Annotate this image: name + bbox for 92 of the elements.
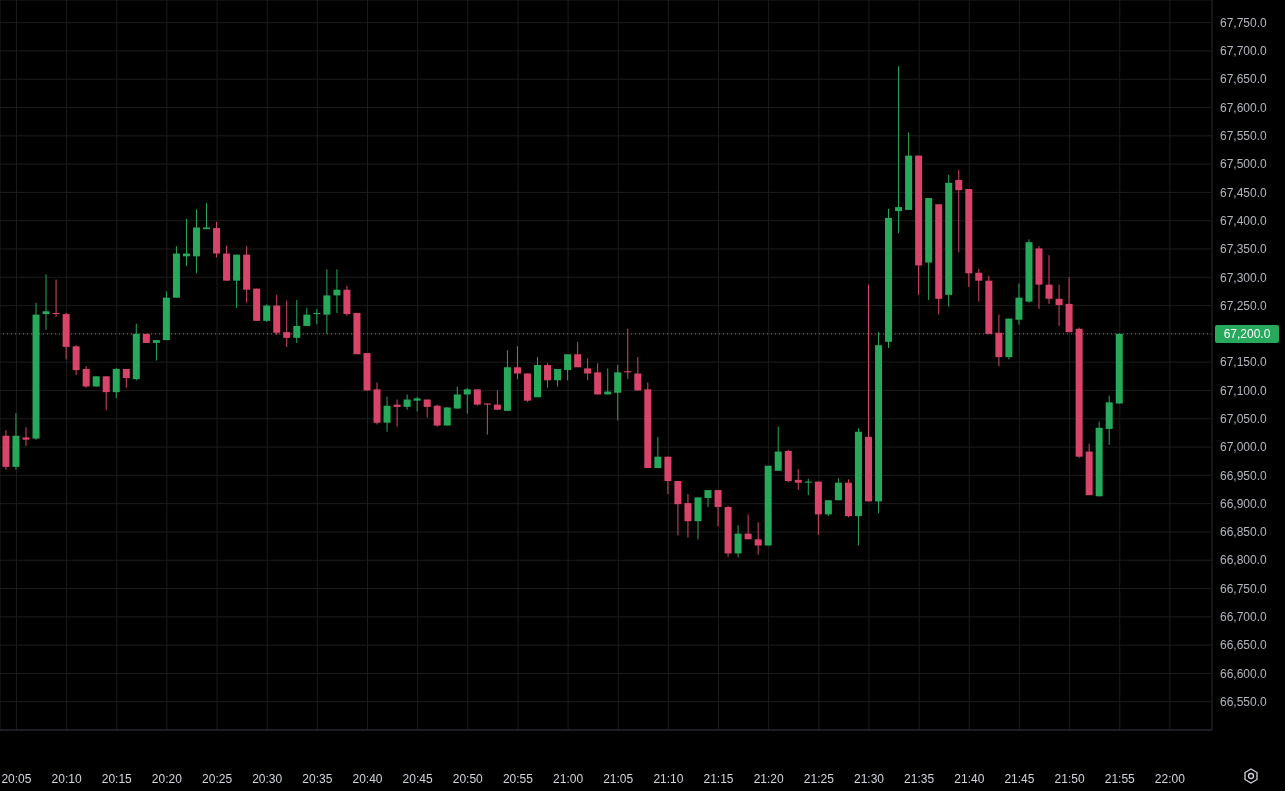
candlestick (22, 426, 30, 447)
y-tick-label: 67,000.0 (1220, 440, 1268, 455)
y-tick-label: 66,900.0 (1220, 496, 1268, 511)
candlestick (614, 364, 622, 421)
x-tick-label: 20:05 (1, 771, 32, 786)
x-tick-label: 21:55 (1104, 771, 1136, 786)
y-tick-label: 66,950.0 (1220, 468, 1268, 483)
candlestick (453, 386, 461, 410)
x-tick-label: 21:05 (603, 771, 634, 786)
x-tick-label: 21:50 (1054, 771, 1085, 786)
candlestick (152, 339, 160, 361)
x-tick-label: 21:45 (1004, 771, 1035, 786)
y-tick-label: 67,350.0 (1220, 242, 1268, 257)
y-tick-label: 67,500.0 (1220, 157, 1268, 172)
candlestick (283, 299, 291, 348)
ref-line-label: 67,200.0 (1223, 326, 1271, 341)
candlestick (203, 202, 211, 230)
candlestick (654, 436, 662, 469)
candlestick (674, 480, 682, 536)
candlestick (774, 426, 782, 472)
candlestick (584, 357, 592, 381)
candlestick (42, 273, 50, 331)
candlestick (463, 387, 471, 415)
x-tick-label: 20:45 (402, 771, 433, 786)
x-tick-label: 21:15 (703, 771, 734, 786)
candlestick (694, 496, 702, 540)
y-tick-label: 67,150.0 (1220, 355, 1268, 370)
y-tick-label: 67,750.0 (1220, 15, 1268, 30)
candlestick (754, 521, 762, 556)
x-tick-label: 21:00 (553, 771, 584, 786)
y-tick-label: 67,450.0 (1220, 185, 1268, 200)
y-tick-label: 67,050.0 (1220, 412, 1268, 427)
candlestick (493, 389, 501, 411)
x-tick-label: 21:10 (653, 771, 684, 786)
x-tick-label: 20:10 (51, 771, 82, 786)
x-tick-label: 20:30 (252, 771, 283, 786)
x-tick-label: 21:25 (803, 771, 835, 786)
x-tick-label: 22:00 (1154, 771, 1186, 786)
y-tick-label: 66,750.0 (1220, 581, 1268, 596)
candlestick (684, 493, 692, 539)
x-tick-label: 20:55 (502, 771, 534, 786)
candlestick (1045, 254, 1053, 305)
y-tick-label: 67,550.0 (1220, 129, 1268, 144)
y-tick-label: 66,650.0 (1220, 638, 1268, 653)
y-tick-label: 66,600.0 (1220, 666, 1268, 681)
y-tick-label: 67,700.0 (1220, 44, 1268, 59)
x-tick-label: 21:40 (954, 771, 985, 786)
x-tick-label: 20:50 (452, 771, 484, 786)
x-tick-label: 20:35 (302, 771, 333, 786)
candlestick (112, 367, 120, 399)
candlestick (594, 362, 602, 395)
candlestick (383, 396, 391, 433)
y-tick-label: 67,600.0 (1220, 100, 1268, 115)
candlestick (975, 268, 983, 303)
x-tick-label: 20:15 (101, 771, 133, 786)
candlestick (413, 396, 421, 412)
x-tick-label: 21:30 (853, 771, 885, 786)
candlestick (513, 345, 521, 380)
y-tick-label: 66,800.0 (1220, 553, 1268, 568)
y-tick-label: 66,850.0 (1220, 525, 1268, 540)
candlestick (955, 169, 963, 253)
y-tick-label: 67,400.0 (1220, 213, 1268, 228)
x-tick-label: 21:20 (753, 771, 784, 786)
candlestick (544, 362, 552, 389)
candlestick (1015, 283, 1023, 326)
candlestick (1055, 284, 1063, 327)
candlestick (483, 402, 491, 436)
candlestick (574, 341, 582, 368)
x-tick-label: 20:25 (202, 771, 233, 786)
candlestick (634, 356, 642, 391)
candlestick (102, 375, 110, 411)
candlestick (72, 344, 80, 376)
candlestick (895, 65, 903, 234)
candlestick (403, 393, 411, 411)
candlestick (564, 353, 572, 381)
x-tick-label: 20:20 (151, 771, 183, 786)
x-tick-label: 21:35 (904, 771, 935, 786)
y-tick-label: 67,100.0 (1220, 383, 1268, 398)
y-tick-label: 67,650.0 (1220, 72, 1268, 87)
y-tick-label: 66,550.0 (1220, 694, 1268, 709)
candlestick (794, 468, 802, 491)
x-tick-label: 20:40 (352, 771, 383, 786)
candlestick (303, 307, 311, 327)
y-tick-label: 67,300.0 (1220, 270, 1268, 285)
candlestick (433, 404, 441, 428)
candlestick (704, 489, 712, 508)
candlestick (443, 406, 451, 427)
y-tick-label: 66,700.0 (1220, 610, 1268, 625)
candlestick (714, 489, 722, 527)
candlestick (734, 524, 742, 558)
y-tick-label: 67,250.0 (1220, 298, 1268, 313)
candlestick (82, 365, 90, 389)
